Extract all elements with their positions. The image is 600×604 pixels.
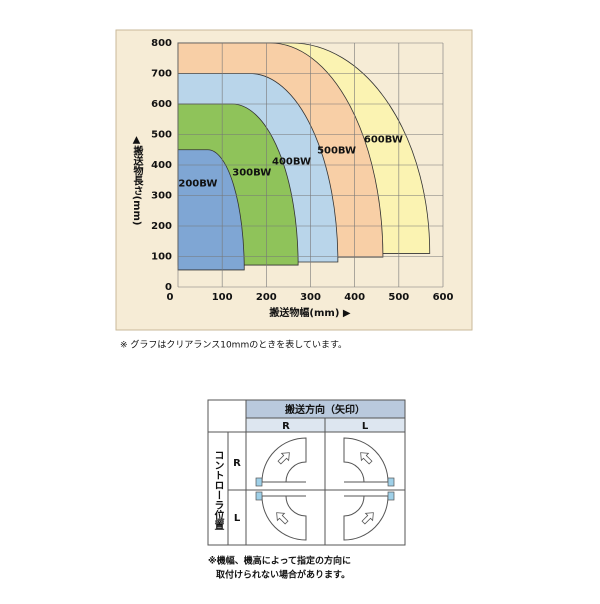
y-axis-label: ▲搬送物長さ(mm) [131,135,144,226]
y-tick-label: 0 [165,282,172,293]
corner-cell [207,399,247,433]
arrow [277,452,290,465]
x-tick-label: 600 [433,292,454,303]
table [207,399,406,546]
band-label: 500BW [317,145,356,156]
table-header: 搬送方向（矢印） [285,403,365,416]
table-note: 取付けられない場合があります。 [216,569,350,581]
band-label: 200BW [178,178,217,189]
band-label: 400BW [272,156,311,167]
conveyor-icon [343,437,395,487]
cell [324,489,406,546]
y-tick-label: 700 [151,69,172,80]
y-tick-label: 200 [151,221,172,232]
arrow [276,512,289,525]
y-tick-label: 400 [151,160,172,171]
arrow [361,512,374,525]
arrow [360,452,373,465]
x-tick-label: 500 [388,292,409,303]
y-tick-label: 500 [151,130,172,141]
y-tick-label: 600 [151,99,172,110]
x-tick-label: 300 [300,292,321,303]
conveyor-icon [343,491,395,541]
band-label: 300BW [232,167,271,178]
band-label: 600BW [364,134,403,145]
column-label: L [362,421,369,432]
x-tick-label: 0 [167,292,174,303]
x-tick-label: 400 [344,292,365,303]
conveyor-icon [255,491,307,541]
row-label: L [234,513,241,524]
band [177,149,245,271]
controller [387,491,395,501]
controller [387,477,395,487]
row-header: コントローラ位置 [212,450,224,530]
x-tick-label: 200 [256,292,277,303]
y-tick-label: 300 [151,191,172,202]
x-tick-label: 100 [212,292,233,303]
x-axis-label: 搬送物幅(mm) ▶ [269,306,350,319]
row-label: R [233,458,241,469]
y-tick-label: 100 [151,252,172,263]
controller [255,491,263,501]
note: ※ グラフはクリアランス10mmのときを表しています。 [120,339,347,351]
y-tick-label: 800 [151,38,172,49]
conveyor-icon [255,437,307,487]
column-label: R [282,421,290,432]
controller [255,477,263,487]
table-note: ※機幅、機高によって指定の方向に [208,555,351,567]
